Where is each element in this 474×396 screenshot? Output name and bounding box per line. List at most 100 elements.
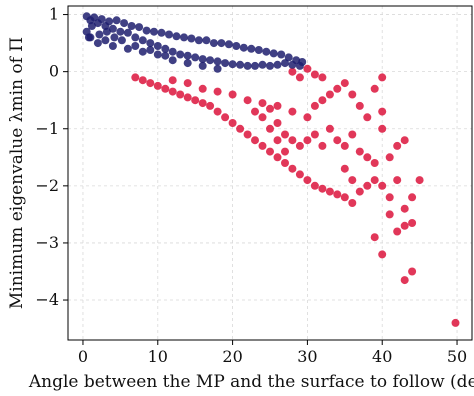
negative-eigenvalue-point	[363, 113, 372, 122]
positive-eigenvalue-point	[101, 36, 110, 45]
negative-eigenvalue-point	[168, 76, 177, 85]
negative-eigenvalue-point	[295, 141, 304, 150]
positive-eigenvalue-point	[168, 56, 177, 65]
negative-eigenvalue-point	[273, 119, 282, 127]
positive-eigenvalue-point	[142, 26, 151, 35]
positive-eigenvalue-point	[138, 47, 147, 56]
positive-eigenvalue-point	[262, 47, 271, 56]
negative-eigenvalue-point	[288, 107, 297, 116]
negative-eigenvalue-point	[213, 107, 222, 116]
negative-eigenvalue-point	[340, 79, 349, 88]
negative-eigenvalue-point	[303, 136, 312, 145]
negative-eigenvalue-point	[303, 113, 312, 122]
positive-eigenvalue-point	[284, 53, 293, 62]
positive-eigenvalue-point	[292, 56, 301, 65]
negative-eigenvalue-point	[281, 147, 289, 156]
y-axis-label: Minimum eigenvalue λmin of Π	[7, 37, 27, 309]
positive-eigenvalue-point	[127, 22, 136, 30]
negative-eigenvalue-point	[348, 199, 357, 207]
negative-eigenvalue-point	[340, 164, 349, 173]
positive-eigenvalue-point	[269, 49, 278, 58]
negative-eigenvalue-point	[273, 136, 282, 145]
positive-eigenvalue-point	[120, 19, 129, 28]
negative-eigenvalue-point	[325, 124, 334, 133]
negative-eigenvalue-point	[266, 104, 274, 113]
negative-eigenvalue-point	[138, 76, 147, 85]
positive-eigenvalue-point	[117, 36, 126, 45]
negative-eigenvalue-point	[325, 90, 334, 99]
negative-eigenvalue-point	[281, 159, 289, 167]
negative-eigenvalue-point	[161, 84, 170, 93]
negative-eigenvalue-point	[355, 101, 364, 110]
negative-eigenvalue-point	[310, 130, 319, 139]
positive-eigenvalue-point	[183, 51, 192, 60]
y-tick-label: −2	[35, 176, 59, 195]
positive-eigenvalue-point	[161, 51, 170, 60]
positive-eigenvalue-point	[135, 23, 144, 32]
positive-eigenvalue-point	[221, 59, 230, 68]
positive-eigenvalue-point	[224, 40, 233, 49]
positive-eigenvalue-point	[266, 61, 274, 70]
negative-eigenvalue-point	[318, 141, 327, 150]
positive-eigenvalue-point	[97, 15, 106, 24]
positive-eigenvalue-point	[161, 44, 170, 53]
negative-eigenvalue-point	[295, 73, 304, 82]
negative-eigenvalue-point	[198, 99, 207, 108]
positive-eigenvalue-point	[187, 34, 196, 43]
negative-eigenvalue-point	[251, 136, 259, 145]
negative-eigenvalue-point	[183, 79, 192, 88]
x-tick-label: 20	[222, 347, 242, 366]
x-tick-label: 0	[78, 347, 88, 366]
negative-eigenvalue-point	[243, 96, 252, 105]
negative-eigenvalue-point	[408, 267, 417, 276]
positive-eigenvalue-point	[131, 42, 140, 50]
negative-eigenvalue-point	[348, 130, 357, 139]
positive-eigenvalue-point	[228, 60, 237, 69]
positive-eigenvalue-point	[150, 27, 158, 36]
negative-eigenvalue-point	[281, 130, 289, 139]
negative-eigenvalue-point	[348, 90, 357, 99]
positive-eigenvalue-point	[180, 33, 188, 42]
negative-eigenvalue-point	[355, 187, 364, 196]
positive-eigenvalue-point	[102, 27, 111, 36]
negative-eigenvalue-point	[295, 170, 304, 179]
data-points	[82, 12, 460, 327]
positive-eigenvalue-point	[112, 16, 121, 25]
negative-eigenvalue-point	[243, 130, 252, 139]
negative-eigenvalue-point	[333, 136, 342, 145]
positive-eigenvalue-point	[146, 39, 155, 48]
positive-eigenvalue-point	[108, 42, 117, 50]
negative-eigenvalue-point	[228, 119, 237, 127]
negative-eigenvalue-point	[310, 101, 319, 110]
positive-eigenvalue-point	[194, 36, 203, 45]
positive-eigenvalue-point	[146, 46, 155, 54]
negative-eigenvalue-point	[451, 318, 460, 327]
negative-eigenvalue-point	[400, 136, 409, 145]
negative-eigenvalue-point	[303, 64, 312, 73]
negative-eigenvalue-point	[131, 73, 140, 82]
negative-eigenvalue-point	[288, 136, 297, 145]
negative-eigenvalue-point	[340, 193, 349, 202]
negative-eigenvalue-point	[198, 84, 207, 93]
x-axis-label: Angle between the MP and the surface to …	[28, 372, 474, 392]
negative-eigenvalue-point	[213, 87, 222, 96]
negative-eigenvalue-point	[415, 176, 424, 185]
plot-frame	[67, 5, 473, 341]
positive-eigenvalue-point	[213, 64, 222, 73]
negative-eigenvalue-point	[333, 190, 342, 199]
negative-eigenvalue-point	[266, 147, 274, 156]
positive-eigenvalue-point	[183, 59, 192, 68]
positive-eigenvalue-point	[243, 61, 252, 70]
negative-eigenvalue-point	[400, 204, 409, 213]
positive-eigenvalue-point	[123, 28, 132, 37]
negative-eigenvalue-point	[183, 93, 192, 102]
negative-eigenvalue-point	[385, 193, 394, 202]
positive-eigenvalue-point	[202, 36, 211, 45]
negative-eigenvalue-point	[273, 101, 282, 110]
negative-eigenvalue-point	[385, 153, 394, 162]
positive-eigenvalue-point	[209, 39, 218, 48]
negative-eigenvalue-point	[318, 184, 327, 193]
positive-eigenvalue-point	[247, 44, 256, 53]
positive-eigenvalue-point	[251, 61, 259, 70]
negative-eigenvalue-point	[191, 96, 200, 105]
